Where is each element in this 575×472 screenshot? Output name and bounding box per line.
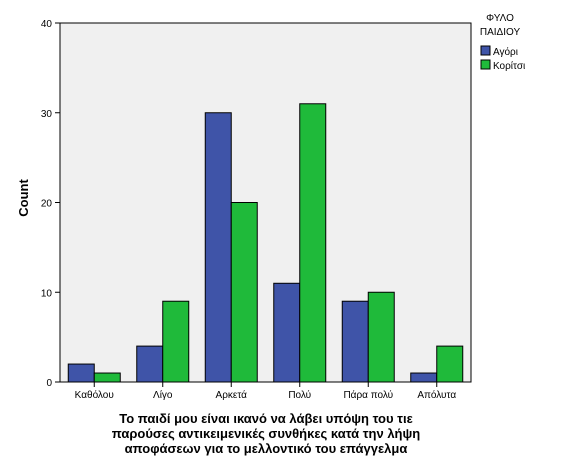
bar-agori: [273, 282, 301, 383]
bar-koritsi: [93, 372, 121, 383]
bar-agori: [410, 372, 438, 383]
legend-label: Αγόρι: [493, 46, 518, 58]
bars: [59, 22, 472, 383]
y-tick-label: 0: [46, 378, 52, 389]
legend-title-line-1: ΦΥΛΟ: [486, 13, 514, 24]
x-axis-title-line-1: Το παιδί μου είναι ικανό να λάβει υπόψη …: [119, 411, 413, 426]
bar-agori: [204, 112, 232, 383]
y-tick-label: 40: [41, 19, 53, 30]
x-axis-title: Το παιδί μου είναι ικανό να λάβει υπόψη …: [60, 411, 472, 456]
legend-title-line-2: ΠΑΙΔΙΟΥ: [480, 27, 521, 38]
x-tick-label: Καθόλου: [75, 389, 114, 401]
x-tick-label: Αρκετά: [216, 389, 248, 401]
x-axis-title-line-2: παρούσες αντικειμενικές συνθήκες κατά τη…: [111, 426, 421, 441]
legend-swatch: [480, 59, 491, 70]
x-tick-label: Πάρα πολύ: [343, 389, 393, 401]
y-tick-label: 30: [41, 109, 53, 120]
legend-swatch: [480, 45, 491, 56]
x-tick-label: Λίγο: [153, 389, 173, 401]
bar-koritsi: [299, 103, 327, 383]
plot-frame: [59, 22, 472, 383]
bar-koritsi: [436, 345, 464, 383]
bar-agori: [341, 300, 369, 383]
bar-koritsi: [367, 291, 395, 383]
legend: ΦΥΛΟ ΠΑΙΔΙΟΥ Αγόρι Κορίτσι: [480, 13, 525, 72]
y-tick-label: 20: [41, 199, 53, 210]
y-tick-label: 10: [41, 288, 53, 299]
x-axis-title-line-3: αποφάσεων για το μελλοντικό του επάγγελμ…: [124, 441, 408, 456]
bar-koritsi: [230, 202, 258, 383]
plot-area: [59, 22, 472, 383]
bar-koritsi: [162, 300, 190, 383]
x-tick-label: Πολύ: [288, 389, 311, 401]
y-axis: 0 10 20 30 40: [41, 19, 60, 389]
x-tick-label: Απόλυτα: [417, 389, 456, 401]
legend-label: Κορίτσι: [493, 60, 525, 72]
bar-agori: [67, 363, 95, 383]
bar-agori: [136, 345, 164, 383]
x-axis: Καθόλου Λίγο Αρκετά Πολύ Πάρα πολύ Απόλυτα: [75, 382, 456, 401]
y-axis-label: Count: [16, 179, 31, 217]
